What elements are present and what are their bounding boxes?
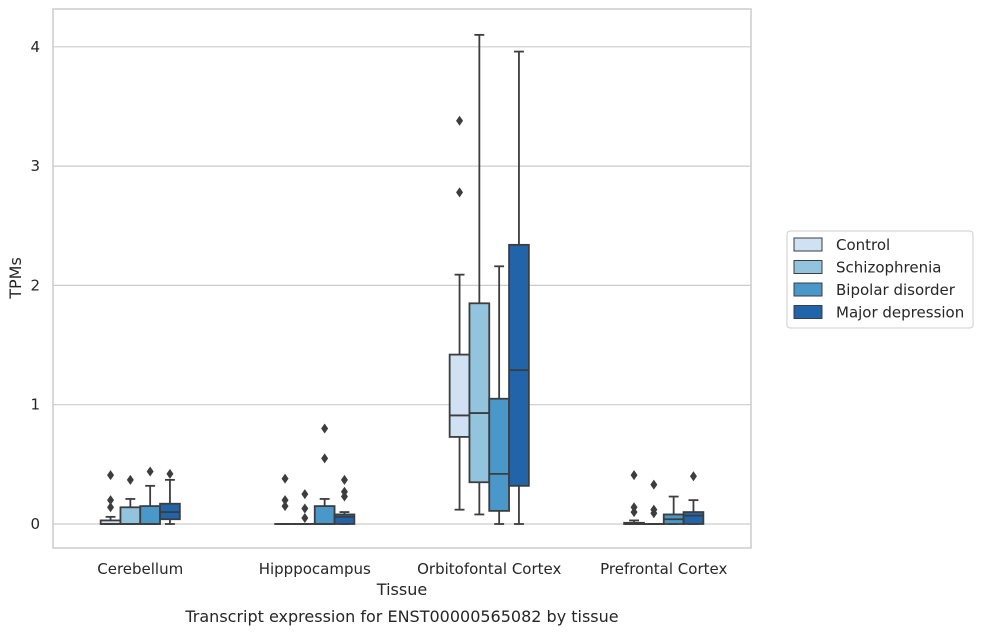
outlier-point — [456, 115, 464, 126]
chart-caption: Transcript expression for ENST0000056508… — [184, 607, 618, 626]
y-axis-label: TPMs — [6, 257, 25, 300]
box-iqr — [508, 243, 530, 487]
grid-lines — [53, 46, 751, 525]
box-iqr — [333, 513, 356, 525]
outlier-point — [301, 513, 309, 524]
box-iqr — [682, 511, 705, 525]
box-iqr — [139, 505, 161, 525]
box-schizophrenia — [119, 474, 142, 525]
box-iqr — [313, 505, 336, 525]
box-control — [274, 473, 296, 525]
legend-swatch — [793, 260, 823, 274]
x-tick-label: Prefrontal Cortex — [600, 560, 727, 578]
outlier-point — [321, 453, 329, 464]
y-tick-label: 3 — [30, 157, 40, 175]
outlier-point — [630, 470, 638, 481]
legend-swatch — [793, 282, 823, 297]
box-schizophrenia — [643, 479, 665, 525]
outlier-point — [281, 473, 289, 484]
legend-frame — [786, 230, 974, 329]
outlier-point — [650, 504, 658, 515]
x-tick-label: Hipppocampus — [259, 560, 371, 578]
box-control — [623, 470, 645, 525]
legend-label: Schizophrenia — [836, 259, 941, 277]
outlier-point — [456, 187, 464, 198]
legend-label: Major depression — [836, 304, 964, 322]
outlier-point — [166, 468, 174, 479]
plot-frame — [52, 8, 752, 549]
box-iqr — [488, 397, 510, 512]
outlier-point — [107, 502, 115, 513]
box-bipolar-disorder — [313, 423, 336, 525]
box-bipolar-disorder — [488, 265, 510, 525]
box-iqr — [468, 302, 491, 484]
outlier-point — [650, 479, 658, 490]
box-major-depression — [159, 468, 181, 525]
legend-label: Bipolar disorder — [836, 281, 956, 299]
x-axis-ticks: Cerebellum Hipppocampus Orbitofontal Corte… — [97, 560, 727, 578]
box-bipolar-disorder — [662, 495, 685, 525]
box-iqr — [448, 353, 471, 438]
outlier-point — [107, 470, 115, 481]
box-major-depression — [508, 50, 530, 525]
y-tick-label: 1 — [30, 396, 40, 414]
outlier-point — [146, 466, 154, 477]
outlier-point — [301, 489, 309, 500]
x-tick-label: Orbitofontal Cortex — [417, 560, 561, 578]
box-major-depression — [682, 471, 705, 525]
outlier-point — [340, 474, 348, 485]
box-schizophrenia — [294, 489, 316, 525]
box-control — [99, 470, 122, 525]
outlier-point — [630, 502, 638, 513]
y-tick-label: 0 — [30, 515, 40, 533]
box-series — [99, 33, 705, 525]
outlier-point — [301, 503, 309, 514]
outlier-point — [340, 486, 348, 497]
y-tick-label: 2 — [30, 276, 40, 294]
legend-label: Control — [836, 236, 890, 254]
box-iqr — [119, 506, 142, 525]
x-tick-label: Cerebellum — [97, 560, 183, 578]
legend-swatch — [793, 237, 823, 252]
outlier-point — [126, 474, 134, 485]
box-major-depression — [333, 474, 356, 525]
legend: Control Schizophrenia Bipolar disorder Majo… — [786, 230, 974, 329]
outlier-point — [321, 423, 329, 434]
box-control — [448, 115, 471, 511]
x-axis-label: Tissue — [376, 580, 427, 599]
box-schizophrenia — [468, 33, 491, 516]
outlier-point — [281, 501, 289, 512]
outlier-point — [281, 495, 289, 506]
y-tick-label: 4 — [30, 38, 40, 56]
box-bipolar-disorder — [139, 466, 161, 525]
legend-swatch — [793, 305, 823, 319]
outlier-point — [107, 495, 115, 506]
outlier-point — [689, 471, 697, 482]
y-axis-ticks: 0 1 2 3 4 — [30, 38, 40, 533]
